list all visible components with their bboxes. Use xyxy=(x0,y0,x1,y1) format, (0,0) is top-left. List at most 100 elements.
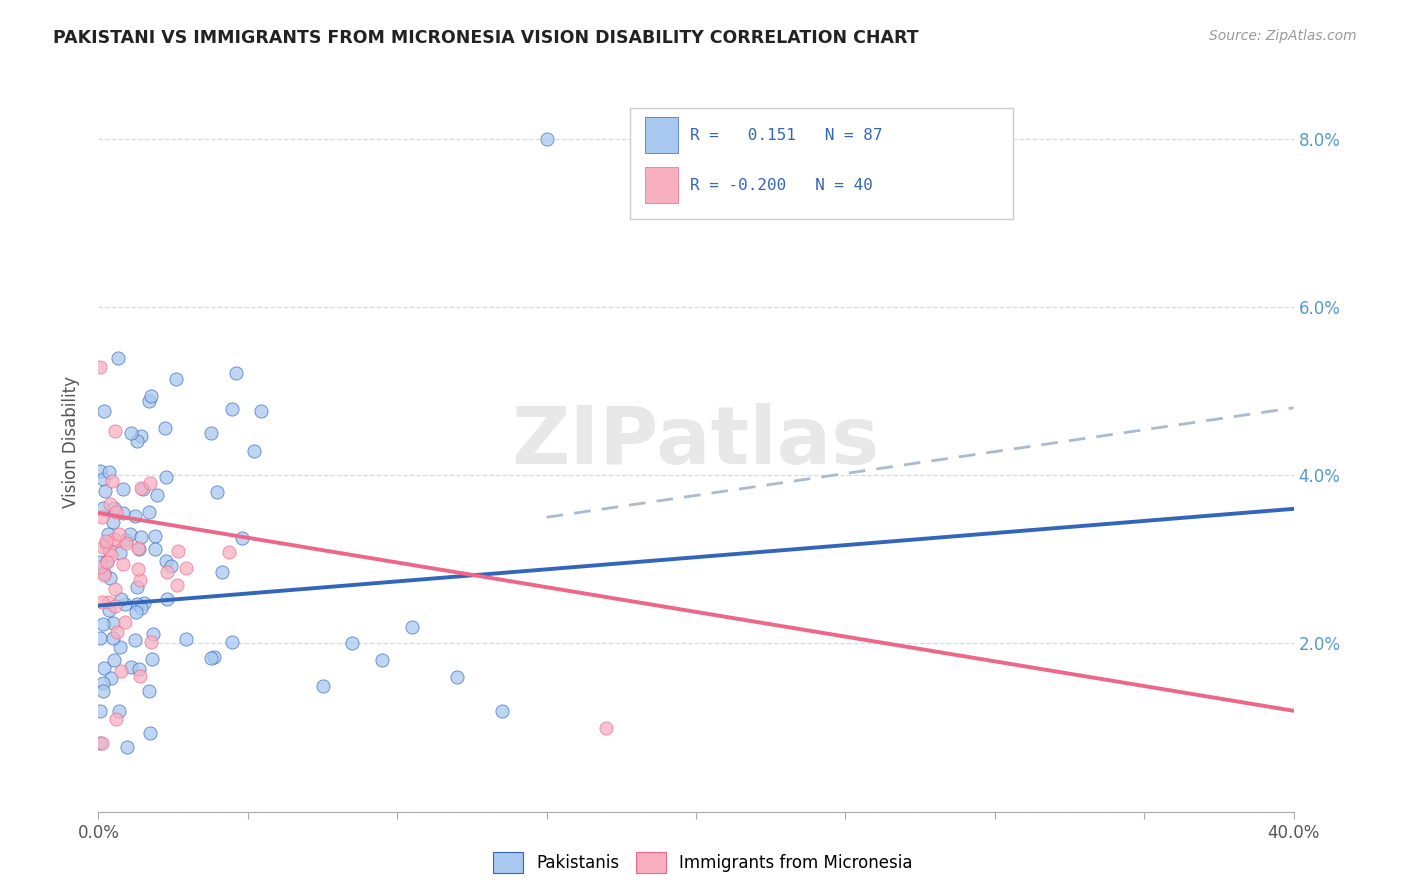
Point xyxy=(131,429,153,443)
Point xyxy=(200,425,222,440)
Point xyxy=(98,497,121,511)
Text: ZIPatlas: ZIPatlas xyxy=(512,402,880,481)
Point xyxy=(491,704,513,718)
Point xyxy=(97,527,120,541)
Point xyxy=(139,726,162,740)
Point xyxy=(202,649,225,664)
Point xyxy=(103,533,125,547)
Y-axis label: Vision Disability: Vision Disability xyxy=(62,376,80,508)
Point xyxy=(120,660,142,674)
Point xyxy=(128,573,150,587)
Text: PAKISTANI VS IMMIGRANTS FROM MICRONESIA VISION DISABILITY CORRELATION CHART: PAKISTANI VS IMMIGRANTS FROM MICRONESIA … xyxy=(53,29,920,46)
FancyBboxPatch shape xyxy=(630,108,1012,219)
Point xyxy=(94,537,117,551)
Point xyxy=(100,671,122,685)
Point xyxy=(446,670,468,684)
Point xyxy=(127,541,149,555)
Point xyxy=(91,509,114,524)
Point xyxy=(143,529,166,543)
Point xyxy=(107,351,129,365)
Point xyxy=(93,404,115,418)
Point xyxy=(118,527,141,541)
Point xyxy=(103,653,125,667)
Point xyxy=(138,684,160,698)
Point xyxy=(371,653,394,667)
Point xyxy=(221,402,243,417)
Text: R =   0.151   N = 87: R = 0.151 N = 87 xyxy=(690,128,883,143)
Point xyxy=(93,660,115,674)
Point xyxy=(156,566,179,580)
Point xyxy=(249,404,271,418)
Point xyxy=(103,500,125,515)
Point xyxy=(91,595,114,609)
Point xyxy=(141,389,163,403)
Point xyxy=(89,359,111,374)
Point xyxy=(342,636,364,650)
Point xyxy=(96,533,118,548)
Point xyxy=(166,578,188,592)
Point xyxy=(105,624,128,639)
Point xyxy=(167,544,190,558)
Point xyxy=(104,599,127,614)
Point xyxy=(93,483,115,498)
Point xyxy=(127,562,149,576)
Point xyxy=(128,662,150,676)
Point xyxy=(124,632,146,647)
Point xyxy=(146,488,169,502)
Point xyxy=(114,597,136,611)
Point xyxy=(595,721,617,735)
Point xyxy=(91,540,114,554)
Point xyxy=(105,533,128,548)
Point xyxy=(176,632,198,646)
Point xyxy=(225,367,247,381)
Point xyxy=(218,545,240,559)
Point xyxy=(98,571,121,585)
Point xyxy=(104,582,127,596)
Point xyxy=(200,651,222,665)
Point xyxy=(93,566,115,581)
Point xyxy=(159,559,181,574)
Point xyxy=(91,472,114,486)
Point xyxy=(91,684,114,698)
Point xyxy=(115,739,138,754)
Point xyxy=(112,557,135,571)
Point xyxy=(104,505,127,519)
Point xyxy=(89,464,111,478)
Point xyxy=(174,560,197,574)
Point xyxy=(536,131,558,145)
Point xyxy=(97,543,120,558)
Point xyxy=(131,601,153,615)
Point xyxy=(104,712,127,726)
Point xyxy=(115,536,138,550)
Point xyxy=(110,592,132,607)
Point xyxy=(120,425,142,440)
Point xyxy=(141,652,163,666)
Point xyxy=(114,615,136,629)
Point xyxy=(124,509,146,524)
Point xyxy=(111,483,134,497)
Point xyxy=(89,555,111,569)
Point xyxy=(100,548,122,562)
Point xyxy=(101,615,124,630)
Legend: Pakistanis, Immigrants from Micronesia: Pakistanis, Immigrants from Micronesia xyxy=(486,846,920,880)
Point xyxy=(155,470,177,484)
Point xyxy=(98,465,121,479)
Point xyxy=(101,474,124,488)
Point xyxy=(91,675,114,690)
Point xyxy=(142,627,165,641)
Point xyxy=(128,541,150,556)
Point xyxy=(91,616,114,631)
Point xyxy=(138,505,160,519)
Point xyxy=(231,531,253,545)
Point xyxy=(89,735,111,749)
Point xyxy=(114,533,136,548)
Text: Source: ZipAtlas.com: Source: ZipAtlas.com xyxy=(1209,29,1357,43)
Point xyxy=(401,619,423,633)
Point xyxy=(132,596,155,610)
Point xyxy=(139,476,162,491)
Point xyxy=(131,483,153,497)
Bar xyxy=(644,117,678,153)
Text: R = -0.200   N = 40: R = -0.200 N = 40 xyxy=(690,178,873,193)
Bar xyxy=(644,167,678,202)
Point xyxy=(311,679,333,693)
